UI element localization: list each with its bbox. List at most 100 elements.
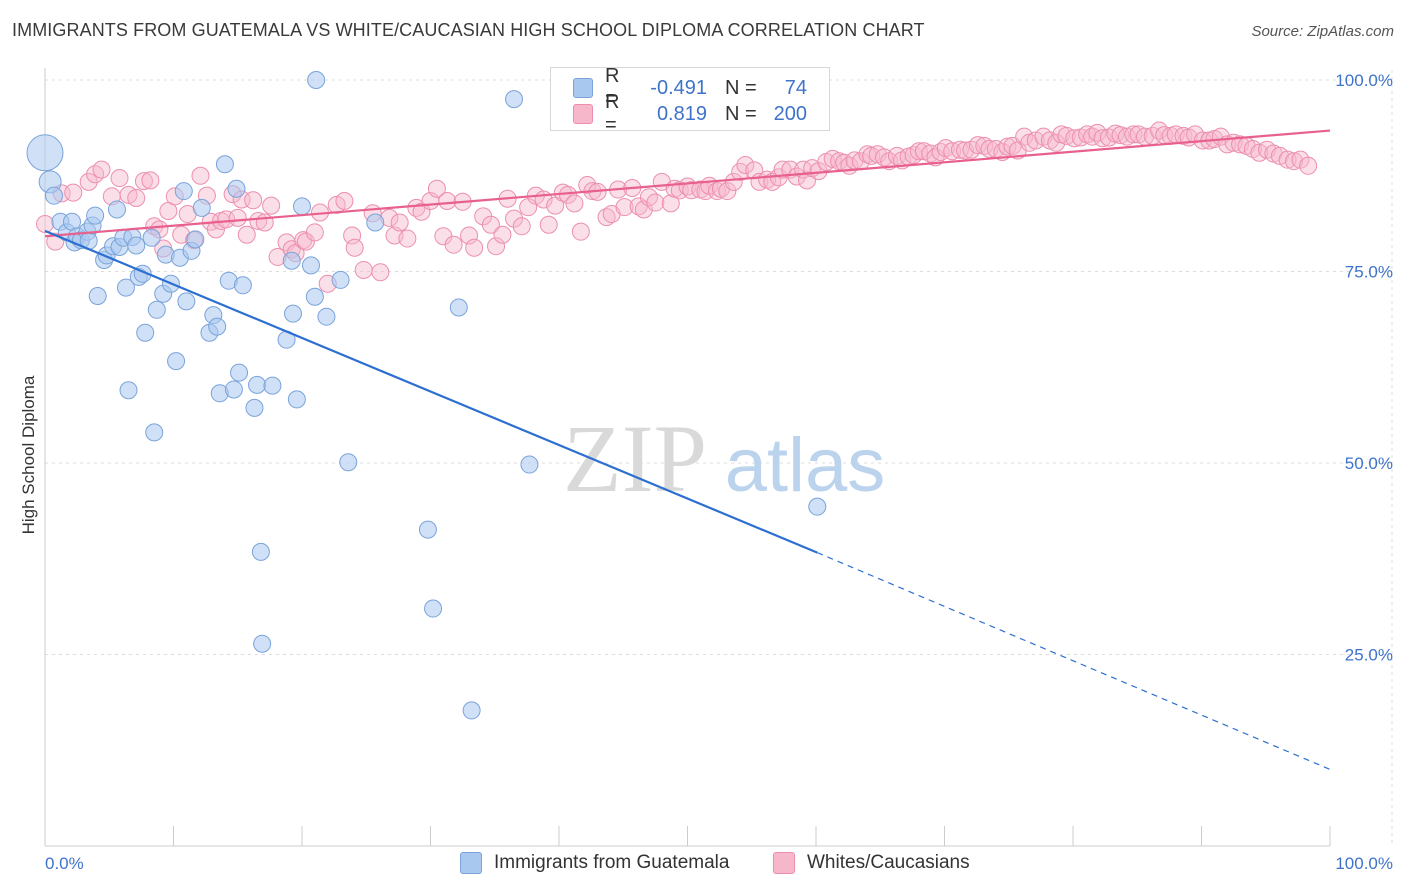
blue-point <box>147 300 166 319</box>
pink-point <box>354 260 373 279</box>
blue-trend-line <box>44 229 818 554</box>
watermark-atlas: atlas <box>725 423 886 508</box>
blue-point <box>119 381 138 400</box>
blue-point <box>287 390 306 409</box>
pink-point <box>1015 127 1034 146</box>
pink-point <box>92 160 111 179</box>
blue-point <box>192 198 211 217</box>
blue-point <box>145 423 164 442</box>
watermark: ZIP atlas <box>563 405 885 512</box>
pink-point <box>1088 123 1107 142</box>
pink-point <box>1124 125 1143 144</box>
pink-point <box>255 213 274 232</box>
blue-point <box>339 453 358 472</box>
pink-point <box>571 222 590 241</box>
pink-point <box>505 209 524 228</box>
pink-point <box>345 238 364 257</box>
blue-point <box>245 398 264 417</box>
axes <box>44 68 1331 847</box>
legend-n-label: N = <box>725 102 757 125</box>
blue-point <box>174 182 193 201</box>
x-tick-label: 0.0% <box>45 854 84 873</box>
gridlines <box>45 70 1393 846</box>
pink-point <box>615 198 634 217</box>
series-legend: Immigrants from Guatemala Whites/Caucasi… <box>0 852 1406 876</box>
blue-point <box>305 287 324 306</box>
blue-point <box>253 634 272 653</box>
watermark-zip: ZIP <box>563 405 707 512</box>
legend-n-value: 74 <box>784 76 807 99</box>
y-axis-label: High School Diploma <box>19 375 38 534</box>
blue-point <box>116 278 135 297</box>
blue-point <box>136 323 155 342</box>
pink-point <box>1047 133 1066 152</box>
pink-point <box>465 238 484 257</box>
blue-point <box>284 304 303 323</box>
blue-point <box>142 228 161 247</box>
blue-point <box>808 497 827 516</box>
pink-point <box>736 156 755 175</box>
pink-point <box>244 191 263 210</box>
blue-point <box>86 206 105 225</box>
pink-point <box>1278 150 1297 169</box>
legend-n-label: N = <box>725 76 757 99</box>
blue-point <box>44 186 63 205</box>
blue-point <box>167 352 186 371</box>
stats-legend: R = -0.491 N = 74 R = 0.819 N = 200 <box>550 65 830 136</box>
y-tick-label: 75.0% <box>1345 263 1393 282</box>
trend-lines <box>44 129 1331 770</box>
pink-point <box>629 197 648 216</box>
blue-point <box>26 134 64 172</box>
legend-r-value: 0.819 <box>656 102 707 125</box>
pink-series-points <box>36 121 1318 293</box>
pink-point <box>305 223 324 242</box>
pink-point <box>141 171 160 190</box>
pink-point <box>191 166 210 185</box>
legend-item-whites: Whites/Caucasians <box>773 852 970 874</box>
legend-swatch-blue <box>573 78 593 98</box>
blue-trend-extension <box>817 552 1331 770</box>
pink-point <box>444 235 463 254</box>
legend-r-label: R = <box>605 91 620 136</box>
blue-series-points <box>26 71 827 720</box>
pink-point <box>646 193 665 212</box>
pink-point <box>975 136 994 155</box>
pink-point <box>968 136 987 155</box>
pink-point <box>909 142 928 161</box>
blue-point <box>307 71 326 89</box>
pink-point <box>493 225 512 244</box>
pink-point <box>539 215 558 234</box>
legend-swatch-pink <box>773 852 795 874</box>
legend-n-value: 200 <box>773 102 807 125</box>
pink-point <box>262 196 281 215</box>
pink-point <box>86 165 105 184</box>
blue-point <box>177 292 196 311</box>
pink-point <box>718 182 737 201</box>
blue-point <box>462 701 481 720</box>
blue-point <box>227 179 246 198</box>
blue-point <box>208 317 227 336</box>
blue-point <box>263 376 282 395</box>
legend-swatch-pink <box>573 104 593 124</box>
pink-point <box>512 217 531 236</box>
legend-row-pink: R = 0.819 N = 200 <box>573 91 807 136</box>
blue-point <box>248 375 267 394</box>
blue-point <box>88 287 107 306</box>
blue-point <box>282 251 301 270</box>
legend-r-label: R = <box>605 65 620 110</box>
blue-point <box>293 197 311 216</box>
pink-point <box>998 137 1017 156</box>
pink-point <box>578 175 597 194</box>
pink-point <box>390 213 409 232</box>
blue-point <box>317 307 336 326</box>
blue-point <box>186 230 205 249</box>
pink-point <box>296 232 315 251</box>
blue-point <box>331 270 350 289</box>
source-label: Source: ZipAtlas.com <box>1251 23 1394 40</box>
pink-point <box>237 225 256 244</box>
pink-point <box>661 194 680 213</box>
pink-point <box>36 215 54 234</box>
pink-point <box>134 172 153 191</box>
blue-point <box>505 90 524 109</box>
legend-swatch-blue <box>460 852 482 874</box>
